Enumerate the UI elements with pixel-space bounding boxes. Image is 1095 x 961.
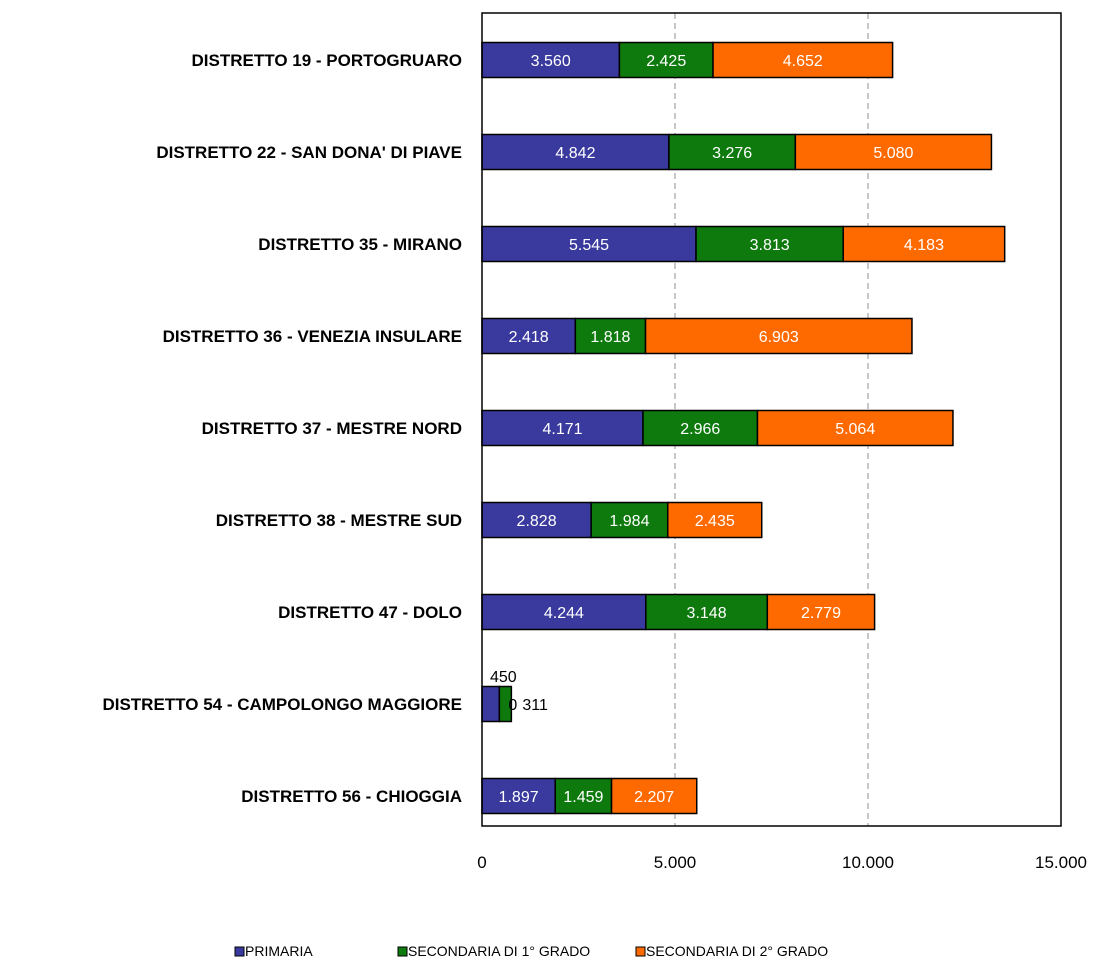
bar-segment-series-2	[644, 317, 913, 355]
bar-segment-series-2	[610, 777, 698, 815]
bar-segment-series-2	[766, 593, 876, 631]
bar-segment-series-0	[481, 593, 647, 631]
bar-segment-series-2	[756, 409, 954, 447]
bar-segment-series-2	[666, 501, 763, 539]
data-label-series-0: 4.171	[542, 421, 582, 438]
data-label-series-1: 3.813	[750, 237, 790, 254]
data-label-series-1: 2.425	[646, 53, 686, 70]
category-label: DISTRETTO 35 - MIRANO	[258, 235, 462, 254]
category-label: DISTRETTO 56 - CHIOGGIA	[241, 787, 462, 806]
data-label-series-1: 1.818	[590, 329, 630, 346]
data-label-series-0: 2.828	[517, 513, 557, 530]
data-label-series-1: 3.276	[712, 145, 752, 162]
legend-swatch	[635, 946, 646, 957]
legend-swatch	[234, 946, 245, 957]
data-label-series-2: 2.207	[634, 789, 674, 806]
category-label: DISTRETTO 22 - SAN DONA' DI PIAVE	[156, 143, 462, 162]
bar-segment-series-0	[481, 133, 670, 171]
legend-item-series-1: SECONDARIA DI 1° GRADO	[397, 943, 590, 959]
data-label-series-1: 1.984	[609, 513, 649, 530]
x-tick-label: 5.000	[654, 853, 697, 872]
plot-area-frame	[481, 12, 1062, 827]
category-label: DISTRETTO 38 - MESTRE SUD	[216, 511, 462, 530]
bars-layer: 3.560 2.425 4.652 4.842 3.276 5.080 5.545 3.813…	[481, 41, 1006, 815]
data-label-series-0: 2.418	[509, 329, 549, 346]
data-label-series-2: 4.652	[783, 53, 823, 70]
data-label-series-0: 4.842	[555, 145, 595, 162]
legend-item-series-2: SECONDARIA DI 2° GRADO	[635, 943, 828, 959]
data-label-series-2: 5.064	[835, 421, 875, 438]
bar-segment-series-1	[498, 685, 513, 723]
data-label-series-0: 3.560	[531, 53, 571, 70]
category-label: DISTRETTO 47 - DOLO	[278, 603, 462, 622]
bar-segment-series-2	[842, 225, 1006, 263]
bar-segment-series-1	[590, 501, 669, 539]
data-label-series-2: 2.435	[695, 513, 735, 530]
data-label-series-0: 5.545	[569, 237, 609, 254]
category-label: DISTRETTO 36 - VENEZIA INSULARE	[163, 327, 462, 346]
data-label-series-1: 1.459	[563, 789, 603, 806]
legend-label: SECONDARIA DI 2° GRADO	[646, 943, 828, 959]
bar-segment-series-0	[481, 685, 501, 723]
category-label: DISTRETTO 37 - MESTRE NORD	[202, 419, 462, 438]
data-label-series-1: 3.148	[687, 605, 727, 622]
bar-segment-series-1	[642, 409, 759, 447]
bar-segment-series-1	[645, 593, 769, 631]
data-label-series-2: 2.779	[801, 605, 841, 622]
legend-label: SECONDARIA DI 1° GRADO	[408, 943, 590, 959]
data-label-series-1: 2.966	[680, 421, 720, 438]
category-label: DISTRETTO 19 - PORTOGRUARO	[192, 51, 462, 70]
bar-segment-series-0	[481, 41, 621, 79]
legend: PRIMARIA SECONDARIA DI 1° GRADO SECONDARIA…	[234, 943, 828, 959]
data-label-series-2: 6.903	[759, 329, 799, 346]
data-label-series-2: 0	[508, 697, 517, 714]
data-label-series-1: 311	[522, 697, 548, 714]
bar-segment-series-2	[794, 133, 993, 171]
bar-segment-series-1	[695, 225, 844, 263]
category-labels: DISTRETTO 19 - PORTOGRUARO DISTRETTO 22 -…	[102, 51, 462, 806]
legend-label: PRIMARIA	[245, 943, 313, 959]
data-label-series-0: 4.244	[544, 605, 584, 622]
legend-swatch	[397, 946, 408, 957]
x-tick-label: 10.000	[842, 853, 894, 872]
data-label-series-0: 1.897	[499, 789, 539, 806]
bar-segment-series-1	[554, 777, 613, 815]
data-label-series-2: 4.183	[904, 237, 944, 254]
data-label-series-2: 5.080	[873, 145, 913, 162]
x-tick-label: 0	[477, 853, 486, 872]
bar-segment-series-2	[712, 41, 894, 79]
category-label: DISTRETTO 54 - CAMPOLONGO MAGGIORE	[102, 695, 462, 714]
x-tick-label: 15.000	[1035, 853, 1087, 872]
x-axis-tick-labels: 0 5.000 10.000 15.000	[477, 853, 1087, 872]
data-label-series-0: 450	[490, 669, 517, 686]
legend-item-series-0: PRIMARIA	[234, 943, 313, 959]
